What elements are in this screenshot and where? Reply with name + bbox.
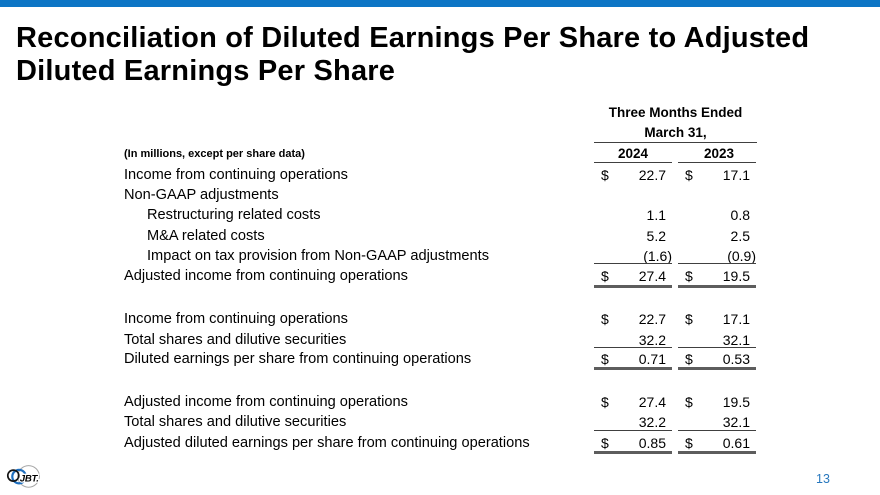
svg-text:JBT.: JBT. [20, 474, 39, 485]
